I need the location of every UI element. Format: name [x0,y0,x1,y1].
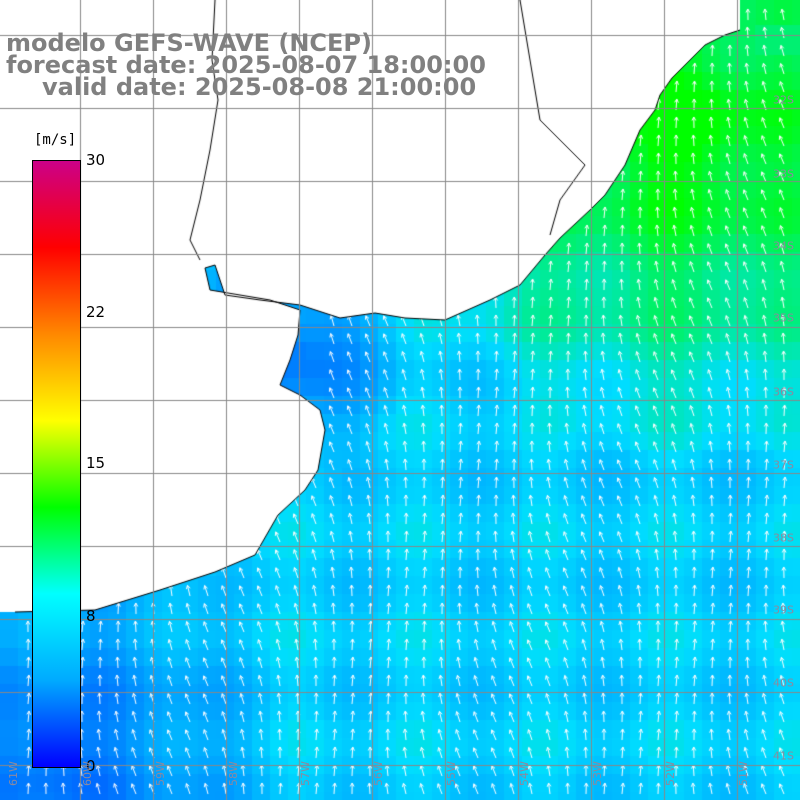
colorbar-tick-8: 8 [86,607,96,625]
lon-label-58w: 58W [227,761,240,786]
lon-label-52w: 52W [664,761,677,786]
lon-label-51w: 51W [737,761,750,786]
lat-label-41s: 41S [773,749,794,763]
lon-label-61w: 61W [7,761,20,786]
lat-label-40s: 40S [773,676,794,690]
lat-label-38s: 38S [773,531,794,545]
valid-date: valid date: 2025-08-08 21:00:00 [42,73,477,101]
lon-label-59w: 59W [154,761,167,786]
lon-label-60w: 60W [81,761,94,786]
colorbar-tick-15: 15 [86,454,106,472]
lon-label-55w: 55W [445,761,458,786]
lat-label-34s: 34S [773,239,794,253]
lat-label-32s: 32S [773,93,794,107]
colorbar-tick-30: 30 [86,151,106,169]
colorbar-tick-0: 0 [86,757,96,775]
model-title: modelo GEFS-WAVE (NCEP) [6,29,372,57]
lat-label-39s: 39S [773,603,794,617]
lon-label-54w: 54W [518,761,531,786]
lon-label-56w: 56W [372,761,385,786]
lon-label-53w: 53W [591,761,604,786]
lon-label-57w: 57W [299,761,312,786]
colorbar [32,160,81,768]
lat-label-35s: 35S [773,311,794,325]
colorbar-unit-label: [m/s] [34,132,77,148]
lat-label-33s: 33S [773,167,794,181]
lat-label-36s: 36S [773,385,794,399]
colorbar-tick-22: 22 [86,303,106,321]
lat-label-37s: 37S [773,458,794,472]
forecast-date: forecast date: 2025-08-07 18:00:00 [6,51,486,79]
